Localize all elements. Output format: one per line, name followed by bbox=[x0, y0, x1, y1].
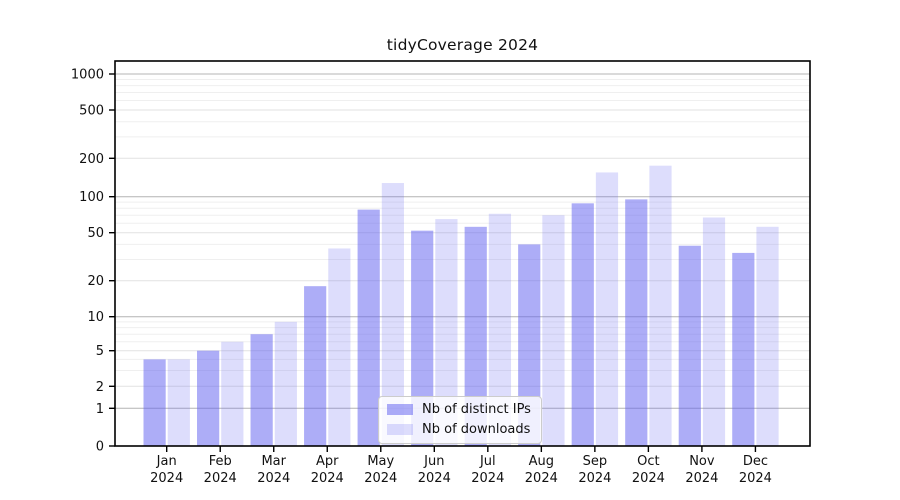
legend-item-distinct-ips: Nb of distinct IPs bbox=[387, 401, 533, 418]
y-tick-label: 0 bbox=[96, 440, 104, 455]
bar-nb-of-distinct-ips-sep bbox=[571, 203, 594, 446]
x-tick-label-year: 2024 bbox=[311, 471, 344, 486]
legend-swatch-distinct-ips bbox=[387, 404, 413, 415]
bar-nb-of-downloads-nov bbox=[702, 217, 726, 446]
x-tick-label-month: Feb bbox=[209, 454, 232, 469]
bar-nb-of-distinct-ips-dec bbox=[732, 252, 755, 446]
x-tick-label-month: Jan bbox=[156, 454, 177, 469]
bar-nb-of-downloads-apr bbox=[328, 248, 351, 446]
bar-nb-of-downloads-feb bbox=[221, 341, 244, 446]
x-tick-label-month: Jul bbox=[479, 454, 496, 469]
y-tick-label: 20 bbox=[87, 274, 104, 289]
legend-label-downloads: Nb of downloads bbox=[422, 422, 531, 437]
chart-title: tidyCoverage 2024 bbox=[386, 36, 539, 54]
y-tick-label: 200 bbox=[79, 152, 104, 167]
y-tick-label: 2 bbox=[96, 380, 104, 395]
x-tick-label-month: Apr bbox=[316, 454, 339, 469]
bar-nb-of-distinct-ips-jul bbox=[464, 226, 487, 446]
bar-nb-of-distinct-ips-jun bbox=[411, 230, 434, 446]
x-tick-label-year: 2024 bbox=[685, 471, 718, 486]
x-tick-label-month: Nov bbox=[689, 454, 715, 469]
bar-nb-of-distinct-ips-feb bbox=[197, 350, 220, 446]
bar-nb-of-distinct-ips-jan bbox=[143, 359, 166, 446]
x-tick-label-month: Aug bbox=[529, 454, 554, 469]
bar-nb-of-downloads-jan bbox=[167, 359, 190, 446]
legend-item-downloads: Nb of downloads bbox=[387, 421, 533, 438]
bar-nb-of-downloads-sep bbox=[595, 172, 619, 446]
x-tick-label-year: 2024 bbox=[525, 471, 558, 486]
y-tick-label: 1 bbox=[96, 402, 104, 417]
x-tick-label-year: 2024 bbox=[418, 471, 451, 486]
legend-label-distinct-ips: Nb of distinct IPs bbox=[422, 402, 531, 417]
y-tick-label: 50 bbox=[87, 226, 104, 241]
x-tick-label-year: 2024 bbox=[204, 471, 237, 486]
bar-nb-of-downloads-oct bbox=[649, 165, 672, 446]
x-tick-label-year: 2024 bbox=[578, 471, 611, 486]
x-tick-label-month: Dec bbox=[743, 454, 768, 469]
bar-nb-of-downloads-may bbox=[381, 183, 404, 446]
bar-nb-of-downloads-aug bbox=[542, 215, 565, 446]
bar-nb-of-distinct-ips-nov bbox=[678, 245, 701, 446]
y-tick-label: 1000 bbox=[71, 68, 104, 83]
x-tick-label-month: Jun bbox=[423, 454, 444, 469]
x-tick-label-year: 2024 bbox=[150, 471, 183, 486]
x-tick-label-year: 2024 bbox=[364, 471, 397, 486]
bar-nb-of-distinct-ips-oct bbox=[625, 199, 648, 446]
x-tick-label-year: 2024 bbox=[739, 471, 772, 486]
bar-nb-of-distinct-ips-mar bbox=[250, 334, 273, 446]
x-tick-label-year: 2024 bbox=[632, 471, 665, 486]
y-tick-label: 5 bbox=[96, 344, 104, 359]
axes-frame bbox=[114, 60, 811, 447]
bar-nb-of-distinct-ips-apr bbox=[304, 286, 327, 446]
bar-nb-of-downloads-jul bbox=[488, 213, 512, 446]
y-tick-label: 100 bbox=[79, 190, 104, 205]
bar-nb-of-distinct-ips-may bbox=[357, 209, 380, 446]
bar-nb-of-downloads-mar bbox=[274, 321, 297, 446]
x-tick-label-year: 2024 bbox=[257, 471, 290, 486]
x-tick-label-month: Oct bbox=[637, 454, 659, 469]
x-tick-label-year: 2024 bbox=[471, 471, 504, 486]
bar-nb-of-distinct-ips-aug bbox=[518, 244, 541, 446]
bar-nb-of-downloads-dec bbox=[756, 226, 779, 446]
bar-nb-of-downloads-jun bbox=[435, 219, 458, 446]
legend: Nb of distinct IPs Nb of downloads bbox=[378, 396, 542, 444]
x-tick-label-month: Mar bbox=[261, 454, 286, 469]
legend-swatch-downloads bbox=[387, 424, 413, 435]
y-tick-label: 10 bbox=[87, 310, 104, 325]
y-tick-label: 500 bbox=[79, 104, 104, 119]
x-tick-label-month: May bbox=[367, 454, 394, 469]
x-tick-label-month: Sep bbox=[583, 454, 608, 469]
